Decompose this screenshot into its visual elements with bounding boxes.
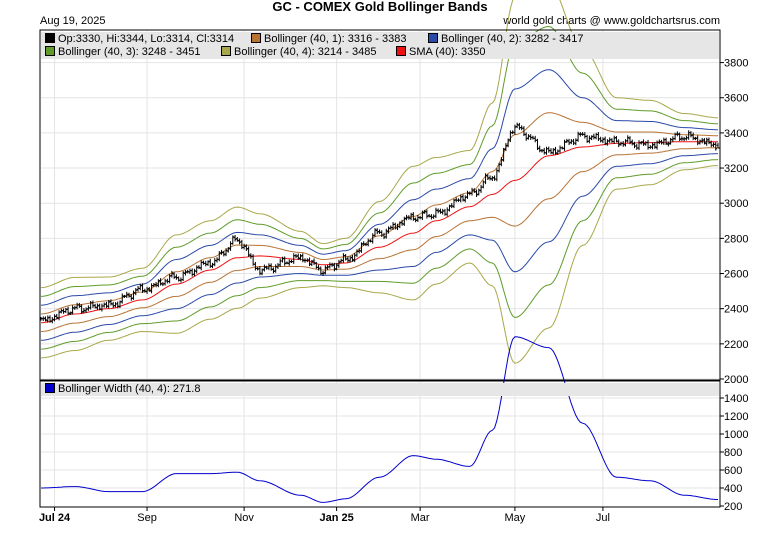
main-y-axis: 2000 2200 2400 2600 2800 3000 3200 3400 3600 3800	[720, 58, 748, 386]
x-tick-label: Jul 24	[39, 512, 71, 524]
sub-y-tick-label: 600	[724, 465, 742, 477]
x-tick-label: Mar	[411, 512, 430, 524]
width-line	[41, 336, 718, 503]
x-tick-label: Sep	[137, 512, 157, 524]
legend-label: Bollinger (40, 2): 3282 - 3417	[441, 33, 584, 45]
legend-item-band4: Bollinger (40, 4): 3214 - 3485	[221, 46, 376, 58]
x-tick-label: May	[505, 512, 526, 524]
main-y-tick-label: 2200	[724, 339, 748, 351]
sub-plot-frame	[39, 380, 721, 508]
legend-item-band1: Bollinger (40, 1): 3316 - 3383	[251, 33, 406, 45]
legend-label: Bollinger (40, 1): 3316 - 3383	[264, 33, 407, 45]
sub-legend: Bollinger Width (40, 4): 271.8	[41, 383, 719, 396]
legend-swatch	[45, 33, 55, 43]
legend-label: SMA (40): 3350	[409, 46, 486, 58]
legend-swatch	[221, 46, 231, 56]
bollinger-band-4-lower	[40, 165, 718, 364]
legend-label: Bollinger (40, 3): 3248 - 3451	[58, 46, 201, 58]
legend-item-sma: SMA (40): 3350	[396, 46, 485, 58]
legend-label: Bollinger (40, 4): 3214 - 3485	[234, 46, 377, 58]
legend-swatch	[45, 46, 55, 56]
bollinger-band-2-lower	[40, 153, 719, 341]
legend-swatch	[45, 383, 55, 393]
main-y-tick-label: 3400	[724, 128, 748, 140]
bollinger-bands	[40, 0, 719, 364]
main-grid	[41, 31, 720, 380]
x-tick-label: Nov	[234, 512, 254, 524]
legend-swatch	[251, 33, 261, 43]
sub-y-tick-label: 200	[724, 501, 742, 513]
legend-swatch	[428, 33, 438, 43]
legend-item-band3: Bollinger (40, 3): 3248 - 3451	[45, 46, 200, 58]
x-axis: Jul 24 Sep Nov Jan 25 Mar May Jul	[39, 507, 610, 524]
main-y-tick-label: 3600	[724, 93, 748, 105]
x-tick-label: Jul	[596, 512, 610, 524]
sub-y-tick-label: 800	[724, 447, 742, 459]
bollinger-band-3-lower	[40, 159, 719, 350]
legend-item-band2: Bollinger (40, 2): 3282 - 3417	[428, 33, 583, 45]
x-tick-label: Jan 25	[319, 512, 353, 524]
legend-item-ohlc: Op:3330, Hi:3344, Lo:3314, Cl:3314	[45, 33, 234, 45]
bollinger-band-3-upper	[40, 25, 719, 297]
legend-label: Bollinger Width (40, 4): 271.8	[58, 383, 201, 395]
sub-y-axis: 200 400 600 800 1000 1200 1400	[720, 393, 748, 513]
main-y-tick-label: 3000	[724, 198, 748, 210]
sub-y-tick-label: 1400	[724, 393, 748, 405]
main-legend: Op:3330, Hi:3344, Lo:3314, Cl:3314 Bolli…	[41, 32, 719, 59]
chart-source: world gold charts @ www.goldchartsrus.co…	[503, 15, 720, 27]
legend-label: Op:3330, Hi:3344, Lo:3314, Cl:3314	[58, 33, 235, 45]
bollinger-band-4-upper	[40, 0, 719, 289]
main-y-tick-label: 3800	[724, 58, 748, 70]
main-y-tick-label: 2600	[724, 269, 748, 281]
bollinger-band-2-upper	[40, 69, 718, 306]
chart-title: GC - COMEX Gold Bollinger Bands	[272, 0, 488, 14]
bollinger-width-line	[41, 336, 718, 503]
sub-y-tick-label: 400	[724, 483, 742, 495]
legend-swatch	[396, 46, 406, 56]
main-plot-frame	[39, 29, 721, 381]
main-y-tick-label: 3200	[724, 163, 748, 175]
main-y-tick-label: 2800	[724, 233, 748, 245]
sub-grid	[41, 382, 720, 506]
sub-y-tick-label: 1200	[724, 411, 748, 423]
legend-item-width: Bollinger Width (40, 4): 271.8	[45, 383, 200, 395]
chart-date: Aug 19, 2025	[40, 15, 106, 27]
sub-y-tick-label: 1000	[724, 429, 748, 441]
price-bars	[39, 122, 720, 324]
main-y-tick-label: 2400	[724, 304, 748, 316]
main-y-tick-label: 2000	[724, 374, 748, 386]
bollinger-band-1-lower	[40, 147, 718, 332]
